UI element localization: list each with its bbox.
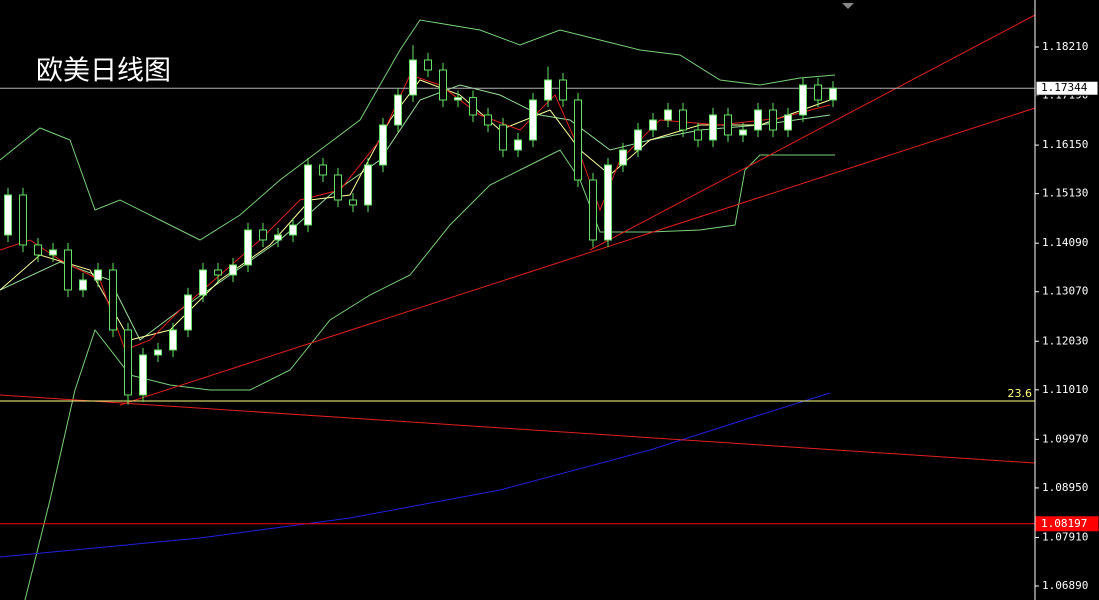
- y-tick-label: 1.14090: [1042, 236, 1088, 249]
- candle-body: [529, 99, 537, 141]
- candle-body: [34, 244, 42, 256]
- candle-body: [49, 249, 57, 256]
- candle-body: [424, 59, 432, 71]
- candle-body: [259, 229, 267, 241]
- candle-body: [694, 129, 702, 141]
- candle-body: [244, 229, 252, 266]
- candle-body: [379, 124, 387, 166]
- shift-marker: [842, 3, 854, 9]
- candle-body: [439, 69, 447, 101]
- level-tag: [1035, 516, 1099, 532]
- candle-body: [409, 59, 417, 96]
- candle-body: [319, 164, 327, 176]
- candle-body: [829, 87, 837, 101]
- candle-body: [724, 114, 732, 136]
- candle-body: [514, 139, 522, 151]
- candle-body: [289, 224, 297, 236]
- y-tick-label: 1.18210: [1042, 40, 1088, 53]
- candle-body: [154, 349, 162, 356]
- candle-body: [784, 114, 792, 131]
- level-tags: 1.17344 23.6 1.08197: [1008, 80, 1099, 532]
- candle-body: [364, 164, 372, 206]
- candle-body: [349, 199, 357, 206]
- candle-body: [139, 354, 147, 396]
- moving-average-yellow: [0, 79, 831, 341]
- candle-body: [574, 99, 582, 181]
- y-tick-label: 1.06890: [1042, 579, 1088, 592]
- candle-body: [739, 129, 747, 136]
- candle-body: [649, 119, 657, 131]
- candle-body: [94, 269, 102, 281]
- candle-body: [394, 94, 402, 126]
- candle-body: [814, 84, 822, 101]
- level-tag: [1035, 80, 1099, 96]
- candle-body: [19, 194, 27, 246]
- y-tick-label: 1.11010: [1042, 383, 1088, 396]
- candle-body: [754, 109, 762, 131]
- candles: [4, 45, 837, 405]
- y-tick-label: 1.08950: [1042, 481, 1088, 494]
- candle-body: [64, 249, 72, 291]
- trend-line: [119, 107, 1036, 406]
- candle-body: [604, 164, 612, 241]
- level-label: 1.17344: [1041, 81, 1088, 94]
- moving-average-blue: [0, 392, 831, 558]
- candle-body: [619, 149, 627, 166]
- trend-line: [589, 14, 1036, 251]
- bollinger-upper: [0, 19, 836, 241]
- candle-body: [469, 97, 477, 116]
- candle-body: [79, 279, 87, 291]
- y-tick-label: 1.07910: [1042, 530, 1088, 543]
- candle-body: [559, 79, 567, 101]
- candle-body: [769, 109, 777, 131]
- level-label: 23.6: [1008, 387, 1033, 400]
- candle-body: [679, 109, 687, 131]
- candle-body: [4, 194, 12, 236]
- candle-body: [199, 269, 207, 296]
- candle-body: [709, 114, 717, 141]
- candle-body: [274, 234, 282, 241]
- candle-body: [484, 114, 492, 126]
- levels: [0, 87, 1035, 525]
- candle-body: [334, 174, 342, 201]
- candle-body: [109, 269, 117, 331]
- candle-body: [124, 329, 132, 396]
- candle-body: [184, 294, 192, 331]
- y-tick-label: 1.13070: [1042, 285, 1088, 298]
- candle-body: [544, 79, 552, 101]
- y-tick-label: 1.09970: [1042, 432, 1088, 445]
- candle-body: [664, 109, 672, 121]
- candle-body: [499, 124, 507, 151]
- level-label: 1.08197: [1041, 517, 1087, 530]
- trend-line: [0, 394, 1036, 464]
- candle-body: [304, 164, 312, 226]
- candle-body: [589, 179, 597, 241]
- candle-body: [454, 97, 462, 101]
- candle-body: [634, 129, 642, 151]
- candle-body: [169, 329, 177, 351]
- candle-body: [799, 84, 807, 116]
- candle-body: [214, 269, 222, 276]
- chart-title: 欧美日线图: [36, 56, 171, 87]
- y-tick-label: 1.15130: [1042, 187, 1088, 200]
- candle-body: [229, 264, 237, 276]
- y-tick-label: 1.12030: [1042, 334, 1088, 347]
- y-tick-label: 1.16150: [1042, 138, 1088, 151]
